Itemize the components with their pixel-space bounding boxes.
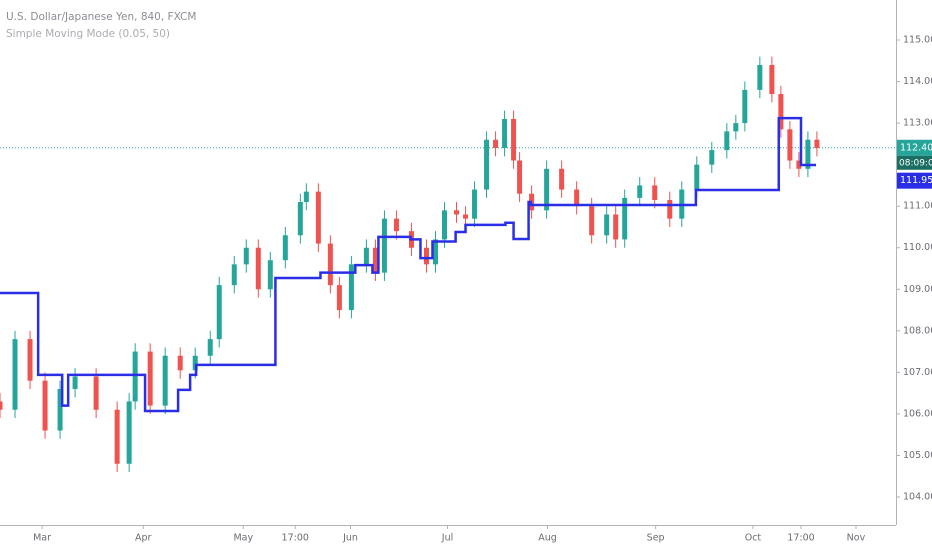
candle-body — [192, 355, 198, 371]
candle-body — [432, 239, 438, 265]
candle-body — [484, 139, 490, 190]
candle-body — [637, 185, 643, 198]
candle-body — [162, 355, 168, 406]
candle-body — [93, 376, 99, 410]
candle-body — [57, 388, 63, 431]
y-tick-label: 115.000 — [903, 35, 932, 46]
price-label: 112.406 — [900, 142, 932, 153]
candle-body — [733, 123, 739, 132]
candle-body — [216, 285, 222, 340]
y-tick-label: 109.000 — [903, 284, 932, 295]
x-tick-label: Aug — [538, 533, 557, 544]
candle-body — [709, 150, 715, 165]
candle-body — [42, 380, 48, 431]
x-tick-label: Jul — [441, 533, 453, 544]
candle-body — [132, 351, 138, 402]
countdown-box — [897, 155, 932, 170]
candle-body — [805, 139, 811, 169]
x-tick-label: Sep — [647, 533, 665, 544]
candle-body — [147, 351, 153, 406]
candle-body — [613, 214, 619, 240]
candle-body — [604, 214, 610, 236]
candle-body — [114, 409, 120, 464]
candle-body — [796, 160, 802, 169]
y-tick-label: 114.000 — [903, 76, 932, 87]
candle-body — [454, 210, 460, 215]
x-tick-label: May — [233, 533, 253, 544]
step-line — [0, 116, 817, 413]
countdown: 08:09:03 — [899, 158, 932, 168]
candle-body — [336, 285, 342, 311]
candle-body — [0, 401, 3, 410]
candle-body — [207, 339, 213, 356]
y-tick-label: 104.000 — [903, 491, 932, 502]
x-tick-label: Jun — [342, 533, 358, 544]
candle-body — [381, 218, 387, 273]
y-tick-label: 110.000 — [903, 242, 932, 253]
x-tick-label: Mar — [33, 533, 51, 544]
candle-body — [787, 129, 793, 161]
indicator-name: Simple Moving Mode (0.05, 50) — [6, 28, 170, 40]
candle-body — [493, 139, 499, 149]
candle-body — [423, 247, 429, 265]
candle-body — [441, 210, 447, 240]
price-label-box — [897, 139, 932, 156]
y-tick-label: 113.000 — [903, 118, 932, 129]
candle-body — [667, 199, 673, 219]
candle-body — [559, 168, 565, 190]
candle-body — [757, 64, 763, 90]
candle-body — [363, 247, 369, 265]
candle-body — [778, 94, 784, 130]
candle-body — [694, 164, 700, 190]
candle-body — [589, 206, 595, 236]
candle-body — [814, 139, 820, 149]
candle-body — [282, 235, 288, 261]
candle-body — [231, 264, 237, 286]
candle-body — [267, 260, 273, 290]
candle-body — [126, 401, 132, 464]
x-tick-label: 17:00 — [787, 533, 814, 544]
y-tick-label: 106.000 — [903, 408, 932, 419]
x-tick-label: Nov — [847, 533, 866, 544]
candle-body — [463, 214, 469, 219]
candle-body — [315, 191, 321, 244]
x-tick-label: Apr — [135, 533, 152, 544]
y-tick-label: 111.000 — [903, 201, 932, 212]
mode-label-box — [897, 172, 932, 189]
candle-body — [652, 185, 658, 200]
x-tick-label: 17:00 — [282, 533, 309, 544]
candle-body — [769, 64, 775, 95]
y-tick-label: 107.000 — [903, 367, 932, 378]
candle-body — [177, 355, 183, 371]
candle-body — [742, 89, 748, 124]
candle-body — [622, 197, 628, 240]
candle-body — [574, 189, 580, 207]
candle-body — [72, 376, 78, 389]
y-tick-label: 108.000 — [903, 325, 932, 336]
candle-body — [12, 339, 18, 410]
candle-body — [297, 202, 303, 236]
candle-body — [502, 118, 508, 149]
candle-body — [393, 218, 399, 232]
x-tick-label: Oct — [745, 533, 762, 544]
y-tick-label: 105.000 — [903, 450, 932, 461]
mode-label: 111.951 — [900, 175, 932, 186]
candle-body — [517, 160, 523, 194]
candle-body — [372, 247, 378, 273]
candle-body — [303, 191, 309, 203]
candle-body — [327, 243, 333, 286]
candle-body — [255, 247, 261, 290]
candle-body — [511, 118, 517, 161]
chart-title: U.S. Dollar/Japanese Yen, 840, FXCM — [6, 11, 196, 23]
candle-body — [472, 189, 478, 219]
candle-body — [27, 339, 33, 381]
candle-body — [243, 247, 249, 265]
candle-body — [724, 131, 730, 151]
candle-body — [348, 264, 354, 311]
candle-body — [544, 168, 550, 211]
